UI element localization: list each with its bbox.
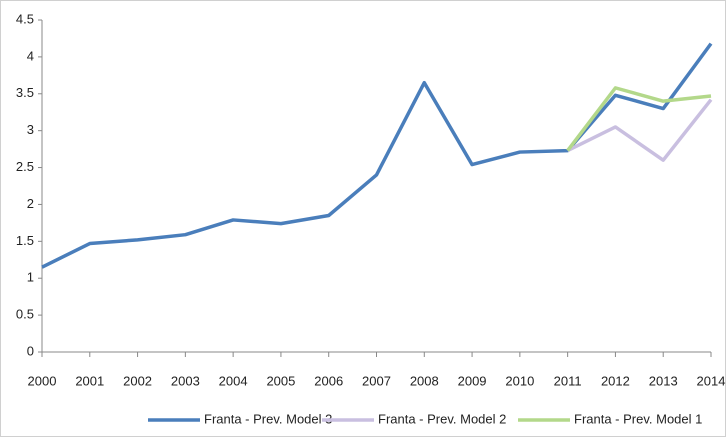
y-tick-label: 3.5	[16, 85, 34, 100]
series-line	[566, 86, 712, 152]
x-tick-label: 2005	[266, 373, 295, 388]
x-tick-label: 2013	[649, 373, 678, 388]
x-tick-label: 2001	[75, 373, 104, 388]
y-tick-label: 1	[27, 270, 34, 285]
x-tick-label: 2008	[410, 373, 439, 388]
x-tick-label: 2010	[505, 373, 534, 388]
x-tick-label: 2000	[28, 373, 57, 388]
legend-label: Franta - Prev. Model 2	[378, 411, 506, 426]
x-tick-label: 2011	[554, 373, 582, 388]
x-tick-label: 2014	[697, 373, 726, 388]
y-tick-label: 3	[27, 122, 34, 137]
y-tick-label: 1.5	[16, 233, 34, 248]
legend-label: Franta - Prev. Model 1	[574, 411, 702, 426]
x-tick-label: 2004	[219, 373, 248, 388]
series-line	[41, 42, 713, 269]
y-tick-label: 4.5	[16, 11, 34, 26]
y-tick-label: 2	[27, 196, 34, 211]
y-tick-label: 0	[27, 343, 34, 358]
x-tick-label: 2003	[171, 373, 200, 388]
y-tick-label: 0.5	[16, 307, 34, 322]
x-tick-label: 2007	[362, 373, 391, 388]
x-tick-label: 2002	[123, 373, 152, 388]
x-tick-label: 2009	[458, 373, 487, 388]
x-tick-label: 2006	[314, 373, 343, 388]
y-tick-label: 2.5	[16, 159, 34, 174]
series-line	[566, 98, 713, 162]
x-tick-label: 2012	[601, 373, 630, 388]
legend-label: Franta - Prev. Model 3	[204, 411, 332, 426]
y-tick-label: 4	[27, 48, 34, 63]
